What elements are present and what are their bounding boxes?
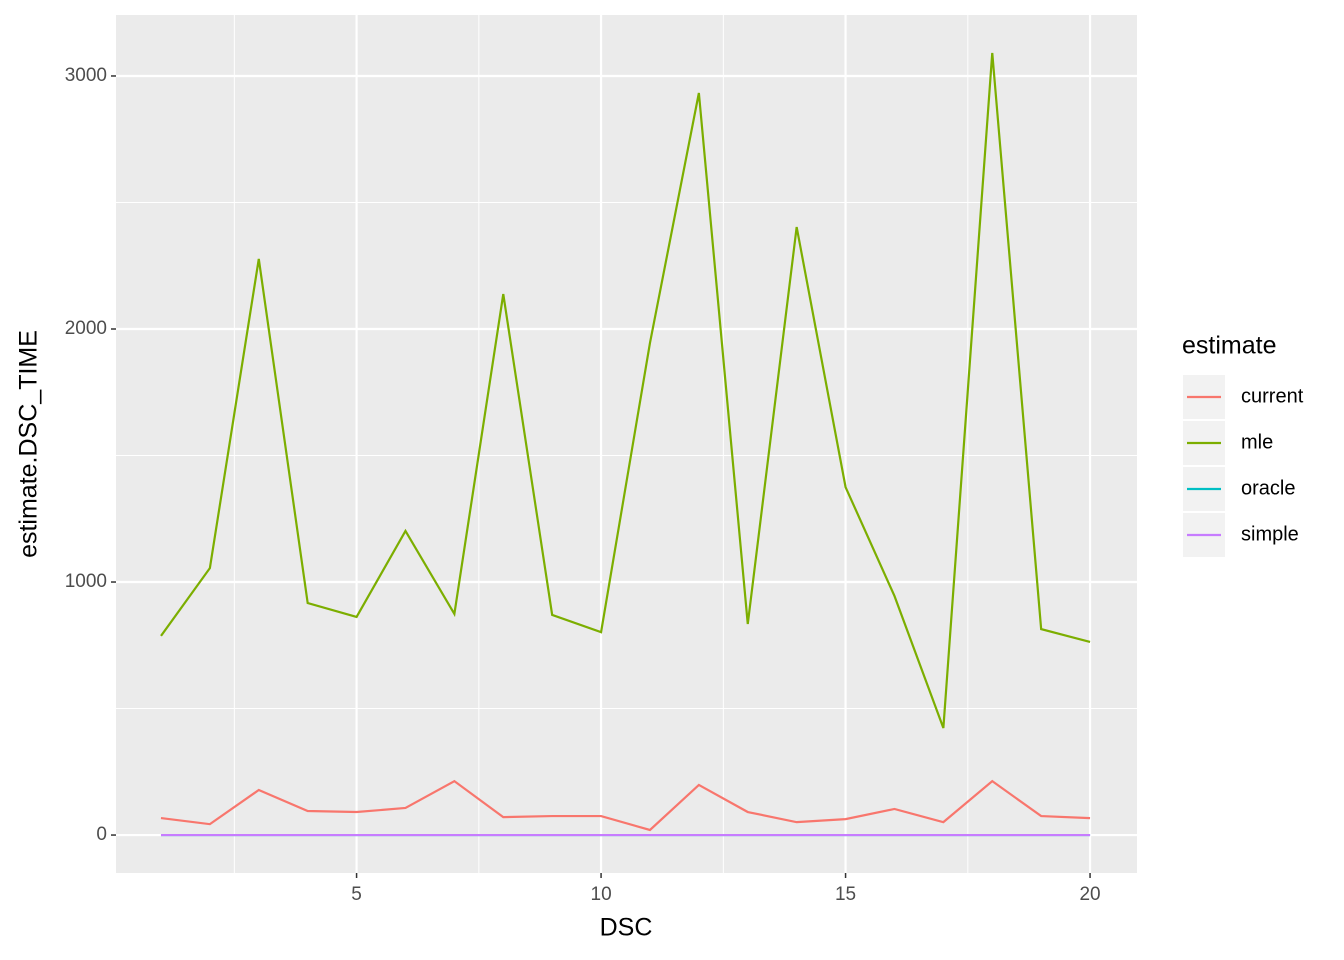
y-axis-title: estimate.DSC_TIME xyxy=(15,330,43,558)
y-tick-label: 3000 xyxy=(65,65,107,86)
legend-label: simple xyxy=(1241,523,1299,545)
legend-title: estimate xyxy=(1182,332,1276,360)
y-tick-label: 1000 xyxy=(65,571,107,592)
x-tick-label: 20 xyxy=(1079,884,1100,905)
x-axis-title: DSC xyxy=(600,914,653,942)
legend-label: current xyxy=(1241,385,1304,407)
plot-panel xyxy=(116,15,1137,873)
legend-label: mle xyxy=(1241,431,1273,453)
x-tick-label: 5 xyxy=(351,884,362,905)
y-tick-label: 0 xyxy=(96,824,107,845)
y-tick-label: 2000 xyxy=(65,318,107,339)
series-line xyxy=(160,779,1091,832)
legend-label: oracle xyxy=(1241,477,1295,499)
series-line xyxy=(160,52,1091,729)
x-tick-label: 10 xyxy=(591,884,612,905)
x-tick-label: 15 xyxy=(835,884,856,905)
